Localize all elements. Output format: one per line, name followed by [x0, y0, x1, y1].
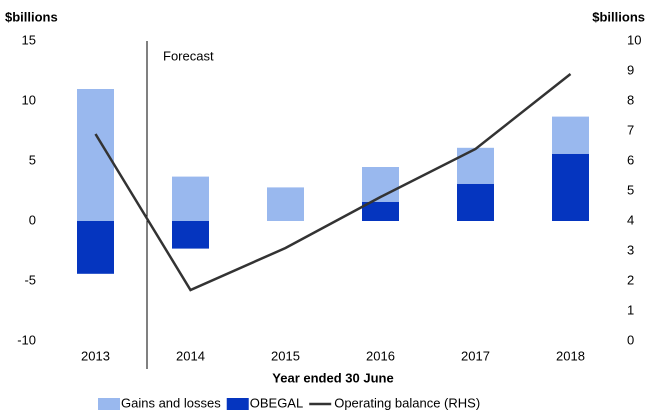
legend-swatch [226, 398, 249, 410]
y2-tick-label: 9 [627, 62, 634, 77]
x-tick-label: 2013 [81, 348, 110, 363]
bar [457, 147, 494, 184]
x-tick-label: 2017 [461, 348, 490, 363]
legend-label: Gains and losses [121, 395, 221, 410]
bar [552, 153, 589, 221]
bar [267, 187, 304, 221]
y-tick-label: 5 [29, 152, 36, 167]
y2-tick-label: 2 [627, 272, 634, 287]
y2-tick-label: 4 [627, 212, 634, 227]
bar [552, 116, 589, 154]
y2-tick-label: 7 [627, 122, 634, 137]
line-series [94, 73, 572, 292]
x-tick-label: 2015 [271, 348, 300, 363]
x-tick-label: 2016 [366, 348, 395, 363]
y2-tick-label: 0 [627, 332, 634, 347]
y-tick-label: -5 [24, 272, 36, 287]
x-tick-label: 2014 [176, 348, 205, 363]
y2-tick-label: 8 [627, 92, 634, 107]
legend-label: Operating balance (RHS) [334, 395, 480, 410]
legend-swatch [98, 398, 120, 410]
bar [77, 221, 114, 274]
y-tick-label: 15 [22, 32, 36, 47]
bar [172, 221, 209, 249]
y2-tick-label: 3 [627, 242, 634, 257]
x-axis-title: Year ended 30 June [272, 370, 393, 385]
y2-axis-title: $billions [592, 9, 645, 24]
legend-label: OBEGAL [250, 395, 303, 410]
x-tick-label: 2018 [556, 348, 585, 363]
y-tick-label: 10 [22, 92, 36, 107]
annotation: Forecast [163, 48, 214, 63]
y2-tick-label: 5 [627, 182, 634, 197]
y2-tick-label: 10 [627, 32, 641, 47]
y2-tick-label: 6 [627, 152, 634, 167]
bar [172, 176, 209, 221]
bar [457, 183, 494, 221]
bar [362, 201, 399, 221]
y2-tick-label: 1 [627, 302, 634, 317]
y-tick-label: -10 [17, 332, 36, 347]
y-tick-label: 0 [29, 212, 36, 227]
y-axis-title: $billions [5, 9, 58, 24]
